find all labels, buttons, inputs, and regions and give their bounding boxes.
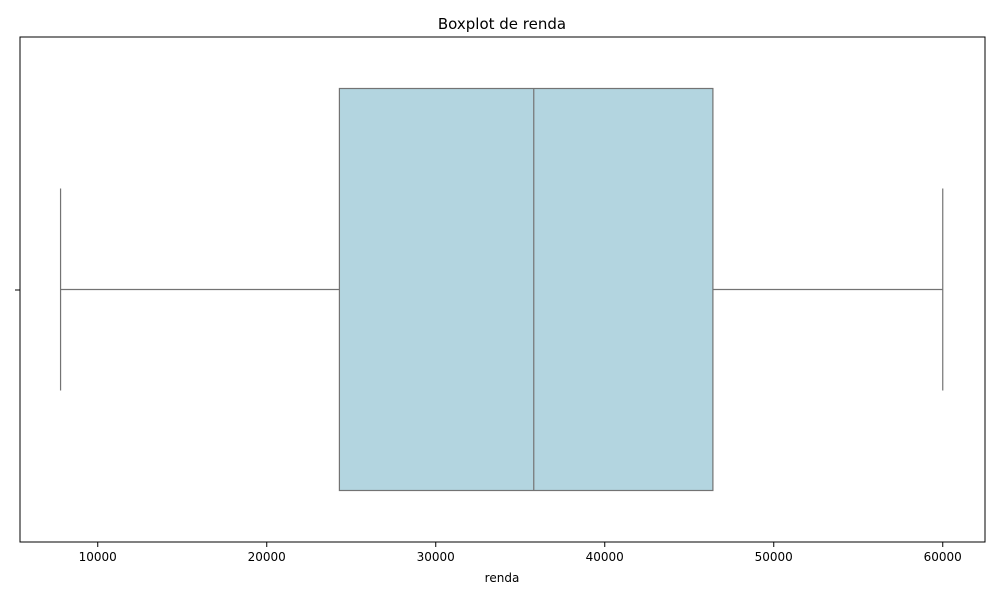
x-axis-ticks: 10000 20000 30000 40000 50000 60000	[79, 542, 962, 564]
plot-area	[59, 87, 944, 492]
box-iqr	[338, 87, 714, 492]
x-tick-label: 60000	[924, 550, 962, 564]
x-axis-label: renda	[485, 571, 520, 585]
x-tick-label: 20000	[248, 550, 286, 564]
x-tick-label: 30000	[417, 550, 455, 564]
x-tick-label: 40000	[586, 550, 624, 564]
x-tick-label: 10000	[79, 550, 117, 564]
chart-title: Boxplot de renda	[438, 15, 566, 33]
x-tick-label: 50000	[755, 550, 793, 564]
